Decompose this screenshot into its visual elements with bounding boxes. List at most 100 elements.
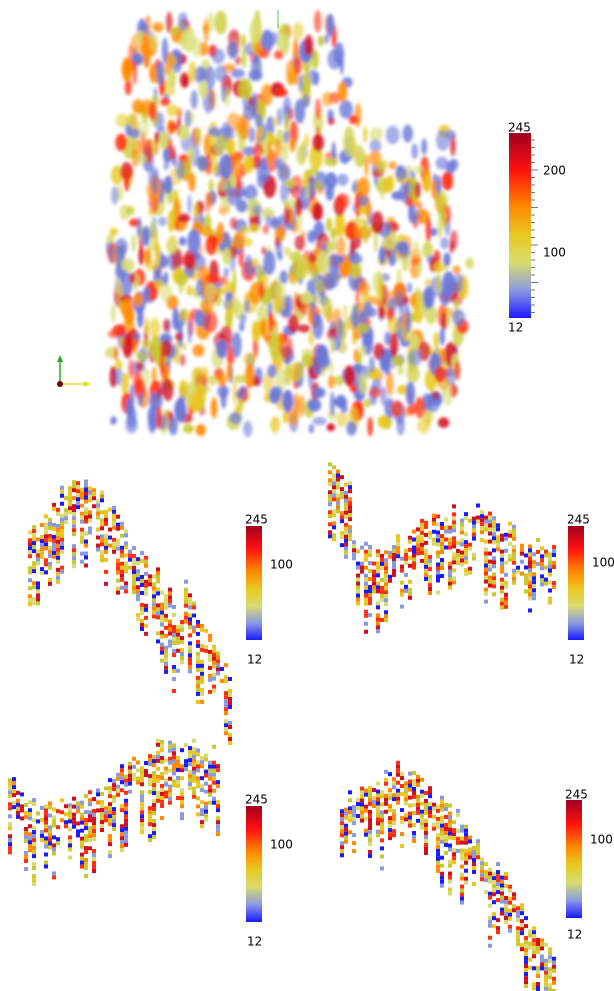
voxel <box>92 861 96 865</box>
blob <box>452 309 465 326</box>
voxel <box>428 786 432 790</box>
voxel <box>192 739 196 743</box>
voxel <box>344 832 348 836</box>
voxel <box>152 831 156 835</box>
voxel <box>364 586 368 590</box>
voxel <box>492 536 496 540</box>
voxel <box>504 573 508 577</box>
voxel <box>464 877 468 881</box>
voxel <box>488 916 492 920</box>
voxel <box>524 573 528 577</box>
voxel <box>532 930 536 934</box>
voxel <box>448 820 452 824</box>
voxel <box>520 903 524 907</box>
voxel <box>496 930 500 934</box>
voxel <box>72 813 76 817</box>
voxel <box>112 799 116 803</box>
voxel <box>164 794 168 798</box>
voxel <box>456 837 460 841</box>
voxel <box>440 840 444 844</box>
voxel <box>228 689 232 693</box>
voxel <box>436 530 440 534</box>
voxel <box>388 575 392 579</box>
voxel <box>116 543 120 547</box>
voxel <box>112 518 116 522</box>
blob <box>168 210 175 232</box>
blob <box>169 146 175 161</box>
voxel <box>144 560 148 564</box>
voxel <box>376 813 380 817</box>
voxel <box>160 784 164 788</box>
blob <box>211 397 218 418</box>
voxel <box>132 566 136 570</box>
voxel <box>80 841 84 845</box>
voxel <box>140 611 144 615</box>
voxel <box>416 795 420 799</box>
page: 245 200 100 12 245 100 12 245 100 12 245… <box>0 0 614 991</box>
voxel <box>168 604 172 608</box>
voxel <box>448 812 452 816</box>
voxel <box>416 543 420 547</box>
voxel <box>384 578 388 582</box>
blob <box>220 196 226 207</box>
voxel <box>352 809 356 813</box>
voxel <box>408 536 412 540</box>
voxel <box>100 828 104 832</box>
voxel <box>148 806 152 810</box>
voxel <box>448 566 452 570</box>
voxel <box>40 523 44 527</box>
voxel <box>100 510 104 514</box>
voxel <box>488 564 492 568</box>
voxel <box>44 808 48 812</box>
voxel <box>512 908 516 912</box>
voxel <box>372 590 376 594</box>
voxel <box>116 539 120 543</box>
voxel <box>428 810 432 814</box>
blob <box>302 304 307 313</box>
voxel <box>124 831 128 835</box>
voxel <box>428 583 432 587</box>
voxel <box>200 692 204 696</box>
voxel <box>196 624 200 628</box>
voxel <box>420 535 424 539</box>
voxel <box>448 864 452 868</box>
voxel <box>104 510 108 514</box>
voxel <box>120 574 124 578</box>
voxel <box>212 765 216 769</box>
voxel <box>60 514 64 518</box>
voxel <box>348 489 352 493</box>
voxel <box>28 602 32 606</box>
voxel <box>124 779 128 783</box>
voxel <box>536 982 540 986</box>
voxel <box>184 759 188 763</box>
voxel <box>188 661 192 665</box>
blob <box>388 255 395 267</box>
voxel <box>360 815 364 819</box>
blob <box>453 265 461 274</box>
colorbar <box>246 526 262 640</box>
voxel <box>188 593 192 597</box>
voxel <box>72 528 76 532</box>
voxel <box>116 547 120 551</box>
voxel <box>56 572 60 576</box>
voxel <box>380 790 384 794</box>
voxel <box>228 737 232 741</box>
voxel <box>180 620 184 624</box>
voxel <box>408 804 412 808</box>
voxel <box>104 542 108 546</box>
voxel <box>440 884 444 888</box>
voxel <box>408 788 412 792</box>
voxel <box>472 882 476 886</box>
voxel <box>448 816 452 820</box>
voxel <box>108 794 112 798</box>
voxel <box>120 764 124 768</box>
voxel <box>512 569 516 573</box>
voxel <box>196 764 200 768</box>
voxel <box>488 520 492 524</box>
voxel <box>464 861 468 865</box>
voxel <box>152 610 156 614</box>
voxel <box>120 832 124 836</box>
blob <box>215 65 227 82</box>
voxel <box>80 552 84 556</box>
voxel <box>368 553 372 557</box>
